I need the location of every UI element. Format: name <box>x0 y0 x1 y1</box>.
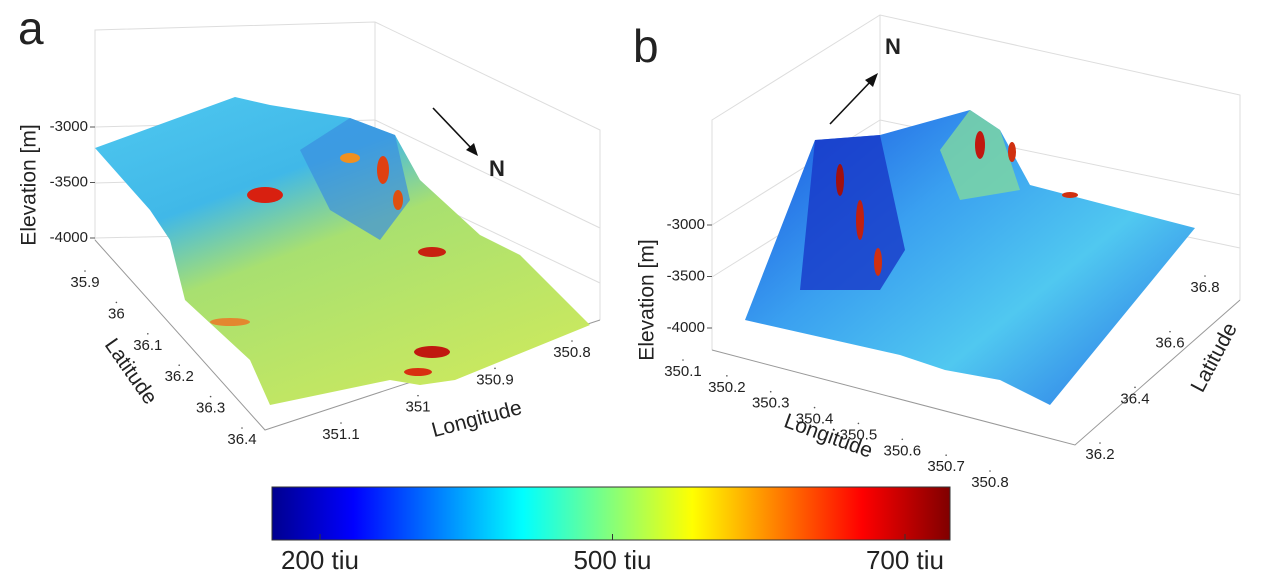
north-arrowhead <box>466 143 478 156</box>
y-tick <box>84 270 86 272</box>
axis-label: Longitude <box>429 396 524 442</box>
x-tick-label: 351 <box>405 399 430 416</box>
north-arrow <box>432 107 474 151</box>
x-tick-label: 351.1 <box>322 426 360 443</box>
y-tick-label: 36.4 <box>1120 390 1149 407</box>
y-tick-label: 36.3 <box>196 400 225 417</box>
y-tick-label: 36 <box>108 305 125 322</box>
x-tick <box>769 390 772 393</box>
x-tick <box>571 340 573 342</box>
colorbar-tick-label: 700 tiu <box>866 545 944 575</box>
x-tick-label: 350.7 <box>927 458 965 475</box>
x-tick <box>417 394 419 397</box>
z-tick-label: -3500 <box>667 267 705 284</box>
y-tick <box>1204 275 1206 277</box>
y-tick-label: 36.1 <box>133 337 162 354</box>
y-tick <box>1169 330 1171 333</box>
axis-label: Elevation [m] <box>636 239 659 360</box>
x-tick <box>989 470 991 472</box>
x-tick <box>494 367 496 370</box>
y-tick-label: 36.4 <box>227 431 256 448</box>
y-tick-label: 36.6 <box>1155 335 1184 352</box>
z-tick-label: -4000 <box>50 229 88 246</box>
y-tick <box>178 364 180 367</box>
z-tick-label: -3000 <box>667 216 705 233</box>
x-tick <box>857 422 860 425</box>
axis-label: Latitude <box>1186 319 1241 396</box>
north-arrow <box>829 79 873 125</box>
x-tick-label: 350.3 <box>752 395 790 412</box>
y-tick <box>241 427 243 429</box>
y-tick <box>1099 442 1101 444</box>
y-tick <box>147 333 149 335</box>
x-tick-label: 350.9 <box>476 371 514 388</box>
surface-a <box>95 97 590 405</box>
north-label: N <box>489 156 505 181</box>
y-tick-label: 36.8 <box>1190 279 1219 296</box>
x-tick-label: 350.2 <box>708 379 746 396</box>
y-tick-label: 36.2 <box>1085 446 1114 463</box>
z-tick-label: -3000 <box>50 118 88 135</box>
y-tick <box>1134 386 1136 389</box>
colorbar-tick-label: 200 tiu <box>281 545 359 575</box>
y-tick-label: 35.9 <box>70 274 99 291</box>
x-tick-label: 350.4 <box>796 411 834 428</box>
north-label: N <box>885 34 901 59</box>
x-tick <box>340 422 342 424</box>
north-arrowhead <box>865 73 878 87</box>
x-tick-label: 350.1 <box>664 363 702 380</box>
y-tick-label: 36.2 <box>165 368 194 385</box>
surface-b <box>745 110 1195 405</box>
x-tick <box>945 454 947 456</box>
x-tick-label: 350.8 <box>553 344 591 361</box>
x-tick-label: 350.6 <box>884 442 922 459</box>
x-tick <box>901 438 904 441</box>
x-tick-label: 350.8 <box>971 474 1009 491</box>
panel-label: a <box>18 2 44 54</box>
axis-label: Elevation [m] <box>18 124 41 245</box>
z-tick-label: -3500 <box>50 173 88 190</box>
colorbar-tick-label: 500 tiu <box>573 545 651 575</box>
x-tick-label: 350.5 <box>840 426 878 443</box>
x-tick <box>726 375 728 377</box>
panel-label: b <box>633 20 659 72</box>
z-tick-label: -4000 <box>667 319 705 336</box>
x-tick <box>813 406 816 409</box>
x-tick <box>682 359 684 361</box>
y-tick <box>115 301 118 304</box>
y-tick <box>209 395 212 398</box>
colorbar <box>271 486 951 541</box>
